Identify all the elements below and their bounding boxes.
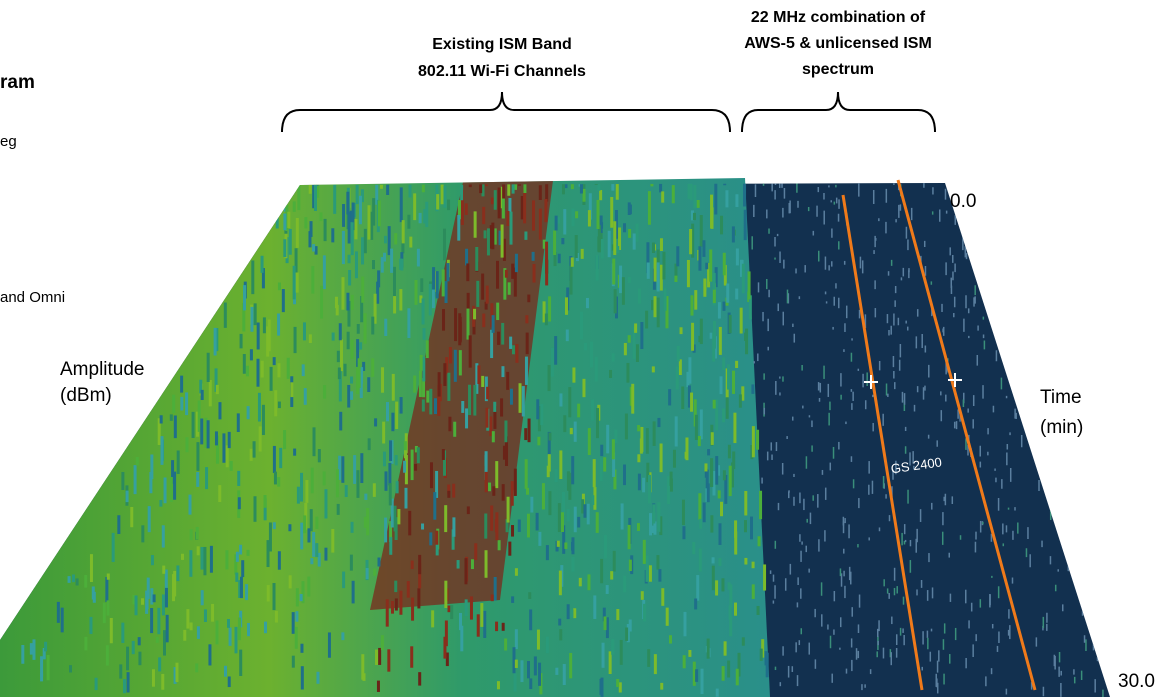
axis-tick-label: 30.0: [1118, 671, 1155, 692]
axis-label: Amplitude: [60, 359, 145, 380]
axis-label: (dBm): [60, 385, 112, 406]
bracket: [742, 92, 935, 132]
bracket: [282, 92, 730, 132]
side-label: and Omni: [0, 289, 65, 306]
axis-label: Time: [1040, 387, 1082, 408]
spectrogram-surface: GS 2400: [0, 125, 1110, 697]
axis-tick-label: 0.0: [950, 191, 976, 212]
axis-label: (min): [1040, 417, 1083, 438]
annotation: 22 MHz combination of: [751, 9, 926, 26]
annotation: Existing ISM Band: [432, 36, 572, 53]
side-label: eg: [0, 133, 17, 150]
annotation: 802.11 Wi-Fi Channels: [418, 63, 586, 80]
page: GS 2400 Existing ISM Band 802.11 Wi-Fi C…: [0, 0, 1167, 697]
annotation: spectrum: [802, 61, 874, 78]
annotation: AWS-5 & unlicensed ISM: [744, 35, 932, 52]
title: ram: [0, 72, 35, 93]
